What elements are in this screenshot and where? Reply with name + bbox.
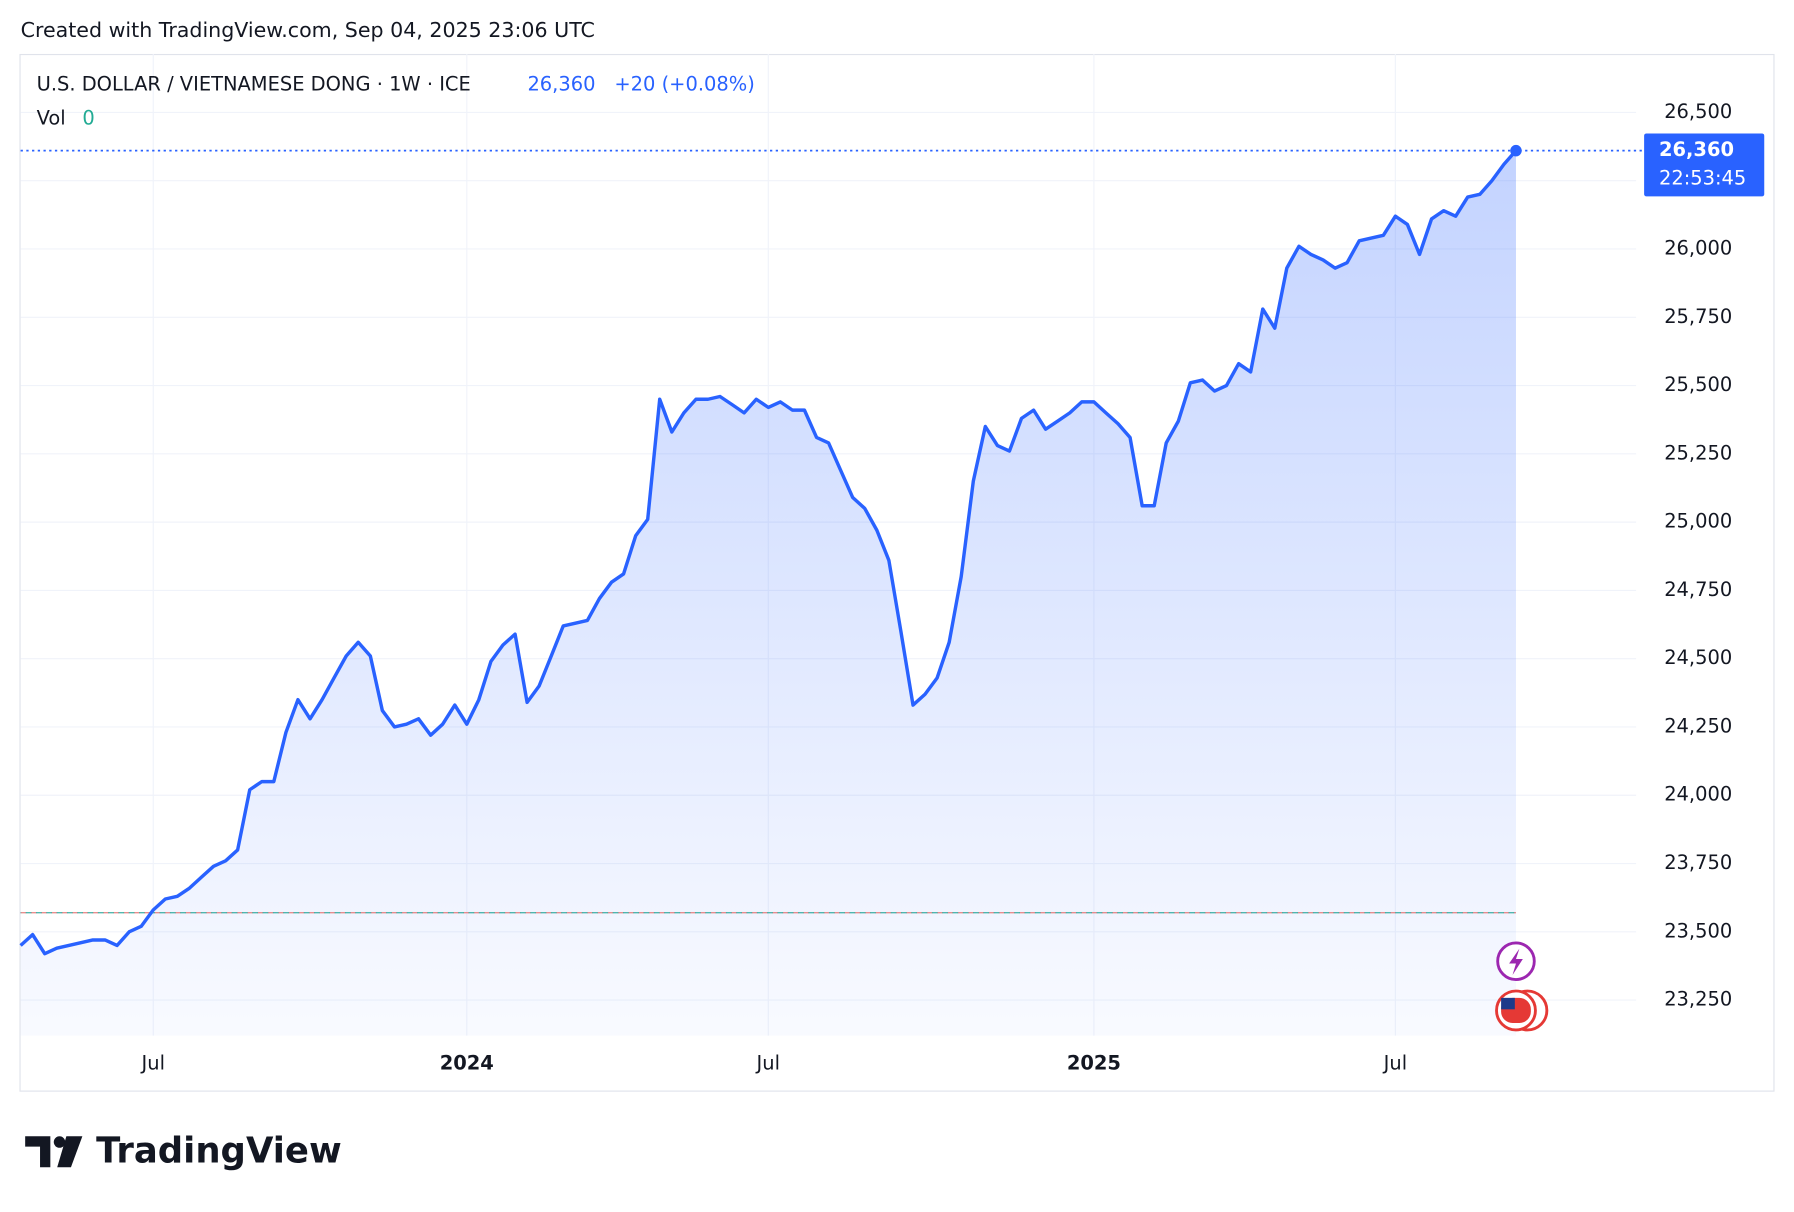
y-tick-label: 25,500	[1664, 373, 1732, 396]
lightning	[1509, 948, 1523, 975]
x-tick-label: Jul	[756, 1052, 780, 1075]
brand-logo	[25, 1136, 83, 1168]
volume-value: 0	[82, 107, 94, 130]
y-tick-label: 25,250	[1664, 441, 1732, 464]
logo-mark	[57, 1136, 83, 1168]
y-tick-label: 24,500	[1664, 646, 1732, 669]
legend-change: +20 (+0.08%)	[614, 72, 754, 95]
chart-frame	[19, 53, 1775, 1092]
countdown-label: 22:53:45	[1659, 167, 1746, 190]
y-tick-label: 26,500	[1664, 100, 1732, 123]
legend-price: 26,360	[527, 72, 595, 95]
price-label: 26,360	[1659, 138, 1734, 161]
flag-canton	[1501, 997, 1515, 1010]
logo-dot	[53, 1136, 66, 1148]
last-point	[1510, 144, 1522, 157]
header: Created with TradingView.com, Sep 04, 20…	[21, 18, 595, 42]
price-label-box	[1644, 133, 1765, 197]
logo-mark	[25, 1136, 51, 1168]
y-tick-label: 26,000	[1664, 236, 1732, 259]
volume-label: Vol	[37, 107, 66, 130]
brand-name: TradingView	[96, 1130, 342, 1171]
area-fill	[20, 150, 1516, 1036]
y-tick-label: 23,250	[1664, 988, 1732, 1011]
y-tick-label: 23,750	[1664, 851, 1732, 874]
y-tick-label: 24,000	[1664, 783, 1732, 806]
plot	[19, 144, 1645, 1036]
y-tick-label: 25,000	[1664, 510, 1732, 533]
x-tick-label: 2025	[1067, 1052, 1121, 1075]
x-tick-label: 2024	[440, 1052, 494, 1075]
x-tick-label: Jul	[1383, 1052, 1407, 1075]
event-icons	[1495, 941, 1549, 1032]
x-tick-label: Jul	[141, 1052, 165, 1075]
y-tick-label: 23,500	[1664, 919, 1732, 942]
y-tick-label: 24,750	[1664, 578, 1732, 601]
y-tick-label: 24,250	[1664, 714, 1732, 737]
symbol-title: U.S. DOLLAR / VIETNAMESE DONG · 1W · ICE	[37, 72, 471, 95]
price-line	[19, 149, 1518, 956]
y-tick-label: 25,750	[1664, 305, 1732, 328]
